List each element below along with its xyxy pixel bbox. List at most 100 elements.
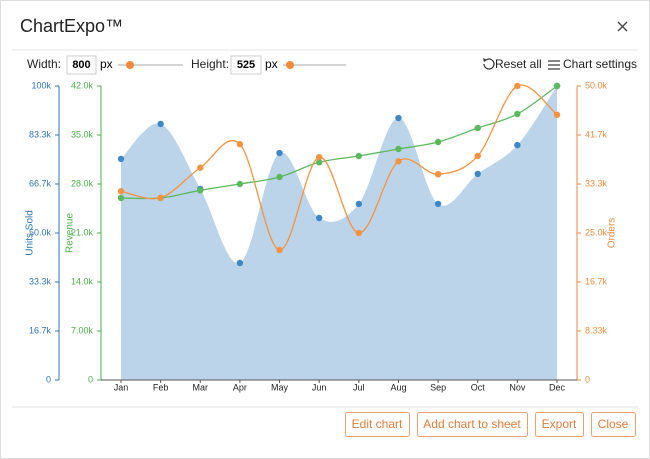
point [117, 188, 125, 195]
settings-icon [548, 60, 560, 70]
button-frame [591, 412, 636, 437]
point [236, 180, 244, 188]
width-unit: px [100, 57, 113, 71]
point [236, 259, 244, 267]
button-text: Edit chart [352, 417, 403, 431]
tick-label: 21.0k [71, 227, 94, 237]
point [355, 200, 363, 208]
height-slider-handle[interactable] [286, 61, 294, 69]
height-unit: px [265, 57, 278, 71]
button[interactable]: Add chart to sheet [417, 412, 528, 437]
reset-button[interactable]: Reset all [483, 57, 542, 71]
footer-buttons: Edit chart Add chart to sheet Export Close [345, 412, 636, 437]
dialog-title: ChartExpo™ [20, 16, 123, 36]
point [197, 164, 204, 171]
tick-label: 35.0k [71, 129, 94, 139]
point [315, 214, 323, 222]
button-frame [417, 412, 528, 437]
area [121, 86, 557, 380]
height-input[interactable] [230, 55, 262, 75]
point [236, 141, 244, 148]
tick-label: 41.7k [585, 129, 608, 139]
point [395, 158, 402, 165]
point [553, 111, 561, 119]
chart: 0 16.7k 33.3k 50.0k 66.7k 83.3k 100k Units Sold… [25, 80, 618, 392]
height-value: 525 [237, 59, 255, 71]
point [434, 200, 442, 208]
tick-label: 16.7k [585, 276, 608, 286]
button-frame [535, 412, 584, 437]
x-tick-label: Sep [430, 382, 446, 392]
point [355, 229, 363, 237]
width-input[interactable] [66, 55, 97, 75]
x-tick-label: Dec [549, 382, 566, 392]
x-tick-label: Feb [153, 382, 169, 392]
tick-label: 42.0k [71, 80, 94, 90]
point [514, 141, 521, 149]
close-icon[interactable] [617, 21, 628, 32]
x-tick-label: Mar [193, 382, 209, 392]
x-tick-label: Aug [390, 382, 406, 392]
point [276, 149, 283, 157]
axis-title: Revenue [65, 213, 76, 253]
settings-text: Chart settings [563, 57, 637, 71]
point [514, 110, 521, 118]
line [120, 85, 558, 200]
point [197, 187, 204, 194]
button-text: Close [598, 417, 629, 431]
tick-label: 28.0k [71, 178, 94, 188]
point [474, 152, 481, 160]
tick-label: 50.0k [29, 227, 52, 237]
point [157, 194, 164, 201]
button[interactable]: Close [591, 412, 636, 437]
tick-label: 16.7k [29, 325, 52, 335]
reset-icon-arrow [483, 58, 487, 62]
tick-label: 14.0k [71, 276, 94, 286]
point [434, 171, 442, 178]
axis-title: Units Sold [25, 210, 36, 256]
tick-label: 83.3k [29, 129, 52, 139]
point [434, 138, 442, 146]
tick-label: 7.00k [71, 325, 94, 335]
point [474, 170, 481, 178]
point [276, 246, 283, 254]
tick-label: 25.0k [585, 227, 608, 237]
tick-label: 33.3k [585, 178, 608, 188]
point [514, 82, 521, 90]
button-text: Export [542, 417, 577, 431]
button-frame [345, 412, 410, 437]
point [315, 159, 323, 166]
tick-label: 0 [88, 374, 93, 384]
tick-label: 33.3k [29, 276, 52, 286]
x-tick-label: Jan [114, 382, 129, 392]
height-label: Height: [191, 57, 229, 71]
point [315, 153, 323, 161]
button[interactable]: Export [535, 412, 584, 437]
point [117, 194, 125, 202]
tick-label: 100k [31, 80, 51, 90]
reset-icon [483, 58, 495, 70]
tick-label: 66.7k [29, 178, 52, 188]
reset-text: Reset all [495, 57, 542, 71]
point [276, 173, 283, 181]
point [355, 152, 363, 160]
width-value: 800 [72, 59, 90, 71]
point [117, 155, 125, 163]
tick-label: 50.0k [585, 80, 608, 90]
button-text: Add chart to sheet [423, 417, 521, 431]
x-tick-label: Apr [233, 382, 247, 392]
tick-label: 0 [46, 374, 51, 384]
width-slider-handle[interactable] [126, 61, 134, 69]
button[interactable]: Edit chart [345, 412, 410, 437]
settings-button[interactable]: Chart settings [548, 57, 637, 71]
x-tick-label: Nov [509, 382, 526, 392]
x-tick-label: May [271, 382, 289, 392]
x-tick-label: Jul [353, 382, 365, 392]
point [474, 124, 481, 132]
point [553, 82, 561, 90]
tick-label: 0 [585, 374, 590, 384]
width-label: Width: [27, 57, 61, 71]
point [157, 120, 164, 128]
x-tick-label: Jun [312, 382, 327, 392]
